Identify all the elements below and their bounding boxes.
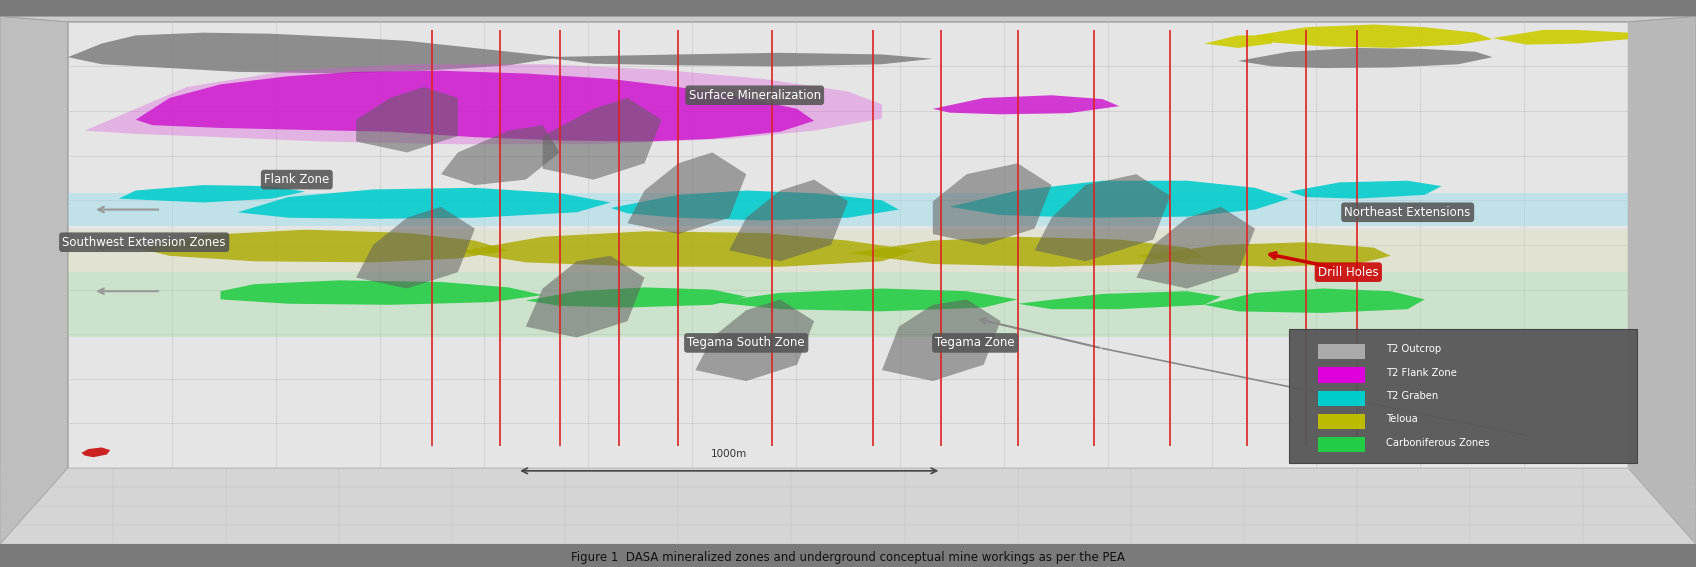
Polygon shape xyxy=(119,185,305,202)
Polygon shape xyxy=(1628,16,1696,544)
Text: Carboniferous Zones: Carboniferous Zones xyxy=(1386,438,1489,447)
Text: Teloua: Teloua xyxy=(1386,414,1418,424)
Polygon shape xyxy=(1289,181,1442,198)
FancyBboxPatch shape xyxy=(68,272,1628,337)
Polygon shape xyxy=(356,87,458,153)
Polygon shape xyxy=(712,289,1018,311)
Polygon shape xyxy=(0,16,1696,22)
FancyBboxPatch shape xyxy=(1318,414,1365,429)
Polygon shape xyxy=(695,299,814,381)
Polygon shape xyxy=(237,188,611,219)
Polygon shape xyxy=(1204,289,1425,313)
Text: 1000m: 1000m xyxy=(711,449,748,459)
Text: T2 Outcrop: T2 Outcrop xyxy=(1386,345,1442,354)
Polygon shape xyxy=(85,64,882,144)
Polygon shape xyxy=(1255,24,1492,48)
Polygon shape xyxy=(1492,30,1628,45)
Text: Southwest Extension Zones: Southwest Extension Zones xyxy=(63,236,226,249)
Text: Tegama South Zone: Tegama South Zone xyxy=(687,336,806,349)
Polygon shape xyxy=(729,180,848,261)
Text: Surface Mineralization: Surface Mineralization xyxy=(689,89,821,101)
Polygon shape xyxy=(611,191,899,221)
Polygon shape xyxy=(136,71,814,142)
Polygon shape xyxy=(848,237,1204,266)
Text: Flank Zone: Flank Zone xyxy=(265,173,329,186)
Polygon shape xyxy=(0,16,68,544)
FancyBboxPatch shape xyxy=(1289,329,1637,463)
Polygon shape xyxy=(441,125,560,185)
Polygon shape xyxy=(356,207,475,289)
FancyBboxPatch shape xyxy=(1318,437,1365,452)
Text: Northeast Extensions: Northeast Extensions xyxy=(1345,206,1470,219)
Text: T2 Graben: T2 Graben xyxy=(1386,391,1438,401)
Polygon shape xyxy=(882,299,1001,381)
Polygon shape xyxy=(526,256,644,337)
Polygon shape xyxy=(543,53,933,66)
FancyBboxPatch shape xyxy=(1318,391,1365,406)
Polygon shape xyxy=(933,163,1052,245)
Polygon shape xyxy=(136,230,509,263)
Polygon shape xyxy=(0,468,1696,544)
Polygon shape xyxy=(1136,207,1255,289)
Polygon shape xyxy=(950,181,1289,218)
FancyBboxPatch shape xyxy=(68,22,1628,468)
FancyBboxPatch shape xyxy=(68,193,1628,226)
Polygon shape xyxy=(220,280,543,305)
Text: Drill Holes: Drill Holes xyxy=(1318,266,1379,278)
Polygon shape xyxy=(543,98,661,180)
Polygon shape xyxy=(933,95,1119,115)
Polygon shape xyxy=(1136,242,1391,266)
FancyBboxPatch shape xyxy=(1318,344,1365,359)
Text: T2 Flank Zone: T2 Flank Zone xyxy=(1386,368,1457,378)
Polygon shape xyxy=(526,287,746,307)
Polygon shape xyxy=(81,447,110,457)
Polygon shape xyxy=(68,33,560,74)
Text: Figure 1  DASA mineralized zones and underground conceptual mine workings as per: Figure 1 DASA mineralized zones and unde… xyxy=(572,551,1124,564)
Polygon shape xyxy=(1204,35,1272,48)
Polygon shape xyxy=(1035,174,1170,261)
Polygon shape xyxy=(1238,48,1492,68)
Polygon shape xyxy=(458,231,916,266)
Polygon shape xyxy=(1018,291,1221,309)
FancyBboxPatch shape xyxy=(1318,367,1365,383)
Polygon shape xyxy=(628,153,746,234)
FancyBboxPatch shape xyxy=(68,229,1628,272)
Text: Tegama Zone: Tegama Zone xyxy=(936,336,1014,349)
